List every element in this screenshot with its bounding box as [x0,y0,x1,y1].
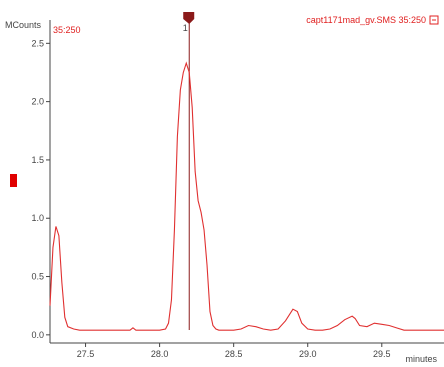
y-ticks-group: 0.0 0.5 1.0 1.5 2.0 2.5 [31,38,50,340]
y-axis-title: MCounts [5,20,42,30]
peak-marker-label: 1 [183,23,188,33]
trace-title: capt1171mad_gv.SMS 35:250 [306,15,426,25]
x-tick-label: 29.0 [299,349,317,359]
x-tick-label: 27.5 [77,349,95,359]
y-tick-label: 1.0 [31,213,44,223]
trace-close-box[interactable] [429,15,439,25]
x-tick-label: 28.5 [225,349,243,359]
x-tick-label: 29.5 [373,349,391,359]
y-tick-label: 2.5 [31,38,44,48]
y-tick-label: 1.5 [31,155,44,165]
trace-color-indicator [10,174,17,187]
x-tick-label: 28.0 [151,349,169,359]
peak-marker-icon[interactable] [183,12,195,24]
series-label: 35:250 [53,25,81,35]
peak-group: 1 [183,12,195,330]
y-tick-label: 0.5 [31,272,44,282]
chromatogram-trace [49,61,444,331]
y-tick-label: 0.0 [31,330,44,340]
x-axis-title: minutes [405,354,437,364]
x-ticks-group: 27.5 28.0 28.5 29.0 29.5 [77,343,391,359]
y-tick-label: 2.0 [31,97,44,107]
